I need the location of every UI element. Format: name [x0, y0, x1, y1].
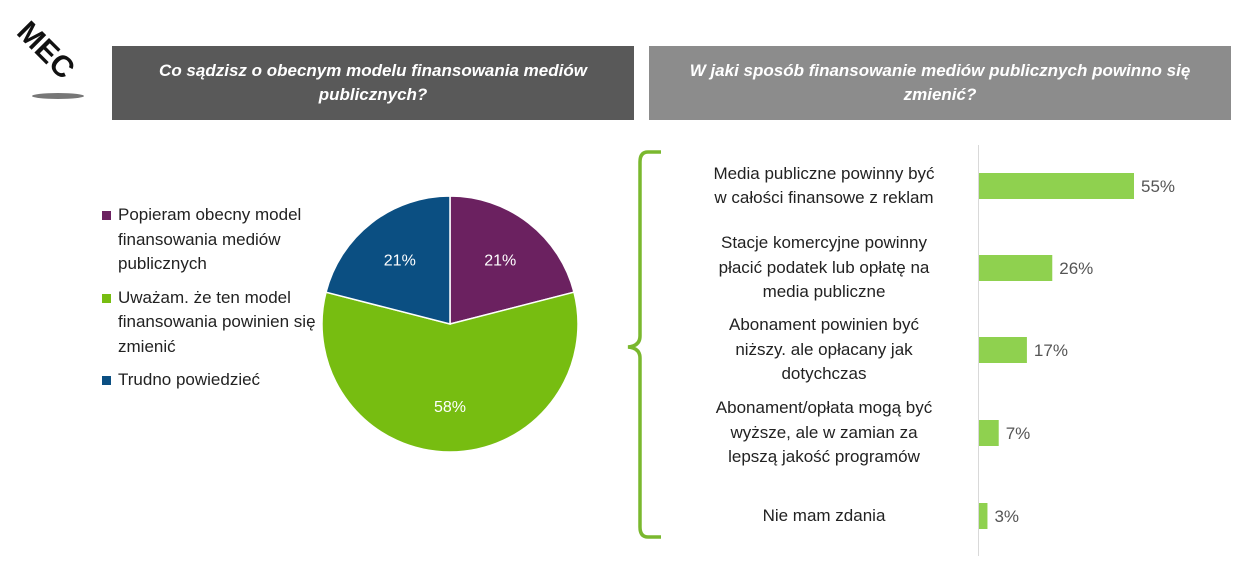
bar-category-line: Media publiczne powinny być — [713, 163, 935, 183]
pie-slice-label-1: 58% — [434, 399, 466, 416]
legend-swatch-blue — [102, 376, 111, 385]
bar-0 — [979, 173, 1134, 199]
right-question-header: W jaki sposób finansowanie mediów public… — [649, 46, 1231, 120]
bar-value-label-3: 7% — [1006, 424, 1031, 443]
legend-item-support: Popieram obecny model finansowania medió… — [102, 203, 317, 277]
pie-slice-2 — [325, 195, 451, 325]
bar-category-line: Stacje komercyjne powinny — [721, 233, 927, 253]
pie-slice-label-0: 21% — [484, 252, 516, 269]
bar-category-line: niższy. ale opłacany jak — [735, 339, 913, 359]
legend-item-change: Uważam. że ten model finansowania powini… — [102, 286, 317, 360]
bar-category-line: wyższe, ale w zamian za — [730, 422, 918, 442]
pie-slice-1 — [321, 291, 579, 453]
legend-swatch-purple — [102, 211, 111, 220]
legend-item-unsure: Trudno powiedzieć — [102, 368, 317, 393]
bar-category-label-0: Media publiczne powinny być w całości fin… — [664, 162, 984, 211]
bar-3 — [979, 420, 999, 446]
bar-category-label-4: Nie mam zdania — [664, 504, 984, 529]
bar-1 — [979, 255, 1053, 281]
legend-label: Trudno powiedzieć — [118, 370, 261, 389]
bar-2 — [979, 337, 1027, 363]
bar-category-line: media publiczne — [762, 282, 886, 302]
left-question-text: Co sądzisz o obecnym modelu finansowania… — [159, 61, 587, 104]
bar-category-line: lepszą jakość programów — [728, 447, 920, 467]
bar-4 — [979, 503, 988, 529]
bar-category-line: w całości finansowe z reklam — [714, 188, 934, 207]
logo-shadow — [32, 93, 84, 99]
bar-value-label-1: 26% — [1059, 259, 1093, 278]
pie-slice-label-2: 21% — [384, 252, 416, 269]
bar-category-line: dotychczas — [781, 364, 867, 384]
mec-logo: MEC — [10, 15, 84, 99]
bar-value-label-2: 17% — [1034, 341, 1068, 360]
right-question-text: W jaki sposób finansowanie mediów public… — [689, 61, 1191, 104]
legend-label: Popieram obecny model finansowania medió… — [118, 205, 302, 273]
bar-category-label-1: Stacje komercyjne powinny płacić podatek … — [664, 231, 984, 305]
legend-swatch-green — [102, 293, 111, 303]
pie-chart: 21% 58% 21% — [321, 195, 579, 453]
bar-category-line: Abonament/opłata mogą być — [715, 398, 933, 418]
bar-category-line: Abonament powinien być — [729, 315, 919, 335]
brace-bracket — [627, 150, 661, 539]
pie-slice-0 — [449, 195, 575, 325]
bar-category-label-2: Abonament powinien być niższy. ale opłaca… — [664, 313, 984, 387]
bar-category-line: Nie mam zdania — [762, 505, 886, 525]
legend-label: Uważam. że ten model finansowania powini… — [118, 287, 316, 356]
left-question-header: Co sądzisz o obecnym modelu finansowania… — [112, 46, 634, 120]
bar-category-line: płacić podatek lub opłatę na — [718, 257, 930, 277]
bar-value-label-4: 3% — [994, 507, 1019, 526]
bar-value-label-0: 55% — [1141, 177, 1175, 196]
pie-legend: Popieram obecny model finansowania medió… — [102, 203, 317, 402]
bar-category-label-3: Abonament/opłata mogą być wyższe, ale w z… — [664, 396, 984, 470]
